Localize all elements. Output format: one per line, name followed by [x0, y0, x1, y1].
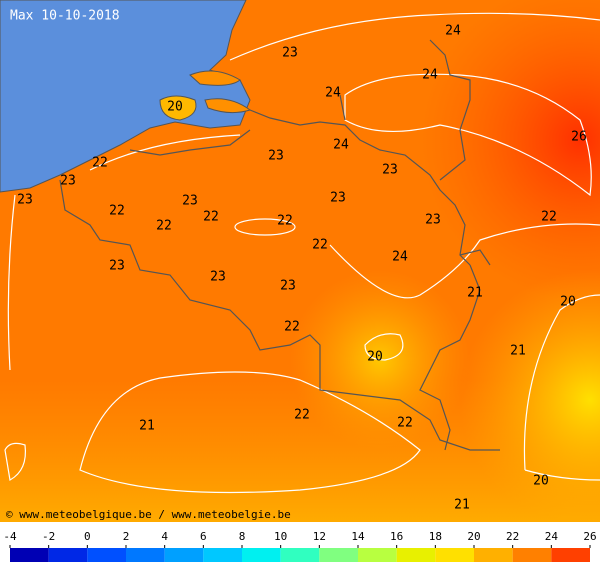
island — [159, 95, 197, 121]
legend-swatch — [319, 548, 358, 562]
contour — [234, 218, 296, 236]
contour — [7, 194, 16, 371]
legend-tick-label: 14 — [351, 530, 365, 543]
temperature-label: 22 — [294, 408, 310, 423]
border — [249, 109, 471, 266]
legend-tick-label: 6 — [200, 530, 207, 543]
border — [129, 129, 251, 156]
legend-swatch — [474, 548, 513, 562]
contour — [229, 12, 600, 61]
contour — [329, 223, 600, 299]
border — [419, 249, 491, 451]
temperature-label: 22 — [541, 210, 557, 225]
legend-tick-label: 2 — [123, 530, 130, 543]
legend-tick-label: 12 — [313, 530, 326, 543]
temperature-label: 22 — [109, 204, 125, 219]
temperature-label: 23 — [60, 174, 76, 189]
temperature-label: 24 — [445, 24, 461, 39]
legend-tick-label: 18 — [429, 530, 442, 543]
sea — [0, 0, 251, 193]
contour — [364, 333, 404, 361]
temperature-label: 24 — [422, 68, 438, 83]
temperature-label: 24 — [392, 250, 408, 265]
temperature-label: 20 — [167, 100, 183, 115]
island — [189, 70, 252, 114]
legend-swatch — [512, 548, 552, 562]
legend-swatch — [435, 548, 474, 562]
temperature-label: 22 — [277, 214, 293, 229]
temperature-label: 22 — [284, 320, 300, 335]
border — [339, 39, 471, 181]
temperature-label: 22 — [397, 416, 413, 431]
contour — [523, 294, 600, 481]
temperature-label: 23 — [182, 194, 198, 209]
temperature-label: 22 — [92, 156, 108, 171]
temperature-label: 23 — [280, 279, 296, 294]
legend-swatch — [203, 548, 242, 562]
legend-tick-label: 24 — [545, 530, 559, 543]
legend-swatch — [126, 548, 165, 562]
contour — [344, 73, 592, 197]
legend-tick-label: 26 — [583, 530, 596, 543]
credit: © www.meteobelgique.be / www.meteobelgie… — [6, 508, 291, 521]
temperature-label: 20 — [560, 295, 576, 310]
legend-swatch — [280, 548, 320, 562]
legend-swatch — [164, 548, 204, 562]
legend-tick-label: 22 — [506, 530, 519, 543]
contour — [4, 442, 27, 481]
contour — [79, 371, 421, 494]
temperature-label: 23 — [282, 46, 298, 61]
map: Max 10-10-2018 © www.meteobelgique.be / … — [0, 0, 600, 522]
legend-swatch — [87, 548, 126, 562]
legend-tick-label: 4 — [161, 530, 168, 543]
temperature-label: 21 — [139, 419, 155, 434]
legend-tick-label: 16 — [390, 530, 403, 543]
legend-swatch — [358, 548, 397, 562]
temperature-label: 21 — [467, 286, 483, 301]
temperature-label: 23 — [17, 193, 33, 208]
contour — [89, 134, 241, 171]
legend-swatch — [10, 548, 49, 562]
legend-tick-label: -4 — [3, 530, 17, 543]
temperature-label: 22 — [156, 219, 172, 234]
temperature-label: 23 — [425, 213, 441, 228]
temperature-label: 23 — [268, 149, 284, 164]
legend-tick-label: 20 — [467, 530, 480, 543]
temperature-label: 23 — [330, 191, 346, 206]
temperature-label: 23 — [109, 259, 125, 274]
temperature-label: 21 — [510, 344, 526, 359]
legend-tick-label: -2 — [42, 530, 55, 543]
border — [59, 179, 500, 451]
temperature-label: 20 — [367, 350, 383, 365]
temperature-label: 23 — [210, 270, 226, 285]
temperature-label: 26 — [571, 130, 587, 145]
temperature-label: 21 — [454, 498, 470, 513]
legend-tick-label: 8 — [239, 530, 246, 543]
legend-tick-label: 10 — [274, 530, 287, 543]
map-title: Max 10-10-2018 — [10, 9, 120, 24]
legend-swatch — [242, 548, 281, 562]
temperature-label: 22 — [312, 238, 328, 253]
temperature-label: 23 — [382, 163, 398, 178]
temperature-label: 22 — [203, 210, 219, 225]
legend-tick-label: 0 — [84, 530, 91, 543]
temperature-label: 24 — [333, 138, 349, 153]
legend-swatch — [396, 548, 436, 562]
temperature-label: 20 — [533, 474, 549, 489]
legend-swatch — [48, 548, 88, 562]
temperature-label: 24 — [325, 86, 341, 101]
legend-swatch — [551, 548, 590, 562]
